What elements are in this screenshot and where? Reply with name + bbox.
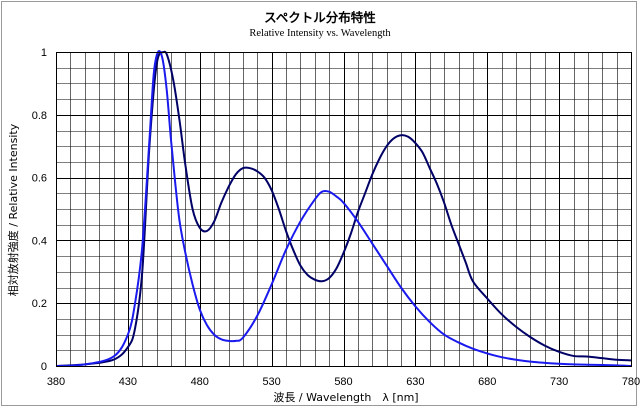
x-tick-label: 680 [478, 376, 496, 388]
series-layer [55, 49, 632, 367]
y-tick-label: 0.6 [32, 173, 47, 185]
x-tick-label: 380 [47, 376, 65, 388]
series-line-2 [55, 49, 632, 367]
y-tick-labels: 0 0.2 0.4 0.6 0.8 1 [32, 47, 47, 373]
y-tick-label: 0.2 [32, 298, 47, 310]
y-tick-label: 0.8 [32, 110, 47, 122]
y-axis-label: 相対放射強度 / Relative Intensity [6, 123, 20, 296]
chart-title: スペクトル分布特性 [264, 10, 376, 25]
x-tick-label: 780 [622, 376, 640, 388]
series-line-1 [55, 50, 632, 367]
x-tick-label: 730 [550, 376, 568, 388]
x-tick-labels: 380 430 480 530 580 630 680 730 780 [47, 376, 640, 388]
x-tick-label: 630 [406, 376, 424, 388]
y-tick-label: 0.4 [32, 235, 47, 247]
x-tick-label: 530 [262, 376, 280, 388]
plot-area-border [56, 52, 632, 367]
chart-subtitle: Relative Intensity vs. Wavelength [249, 28, 391, 39]
y-tick-label: 0 [41, 361, 47, 373]
y-tick-label: 1 [41, 47, 47, 59]
x-tick-label: 430 [119, 376, 137, 388]
x-tick-label: 580 [334, 376, 352, 388]
x-tick-label: 480 [191, 376, 209, 388]
minor-gridlines [56, 52, 631, 366]
x-axis-label: 波長 / Wavelength λ [nm] [273, 391, 418, 404]
